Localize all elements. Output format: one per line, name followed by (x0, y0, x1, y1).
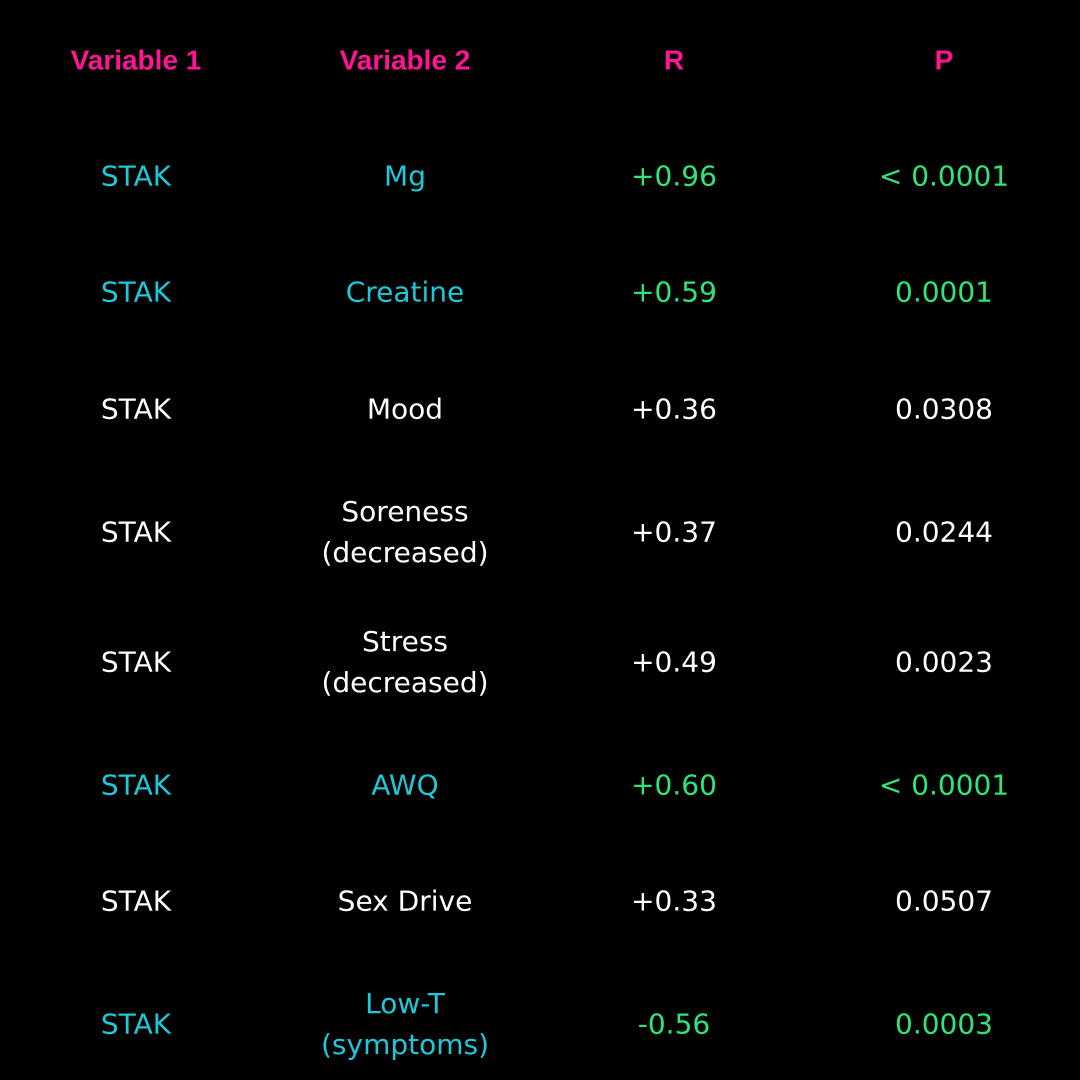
cell-variable-2: Low-T (symptoms) (320, 987, 490, 1061)
cell-r: +0.96 (631, 159, 717, 193)
cell-p: < 0.0001 (878, 159, 1010, 193)
cell-variable-1: STAK (100, 159, 172, 193)
header-variable-2: Variable 2 (339, 44, 471, 76)
cell-variable-2: Creatine (345, 275, 465, 309)
cell-variable-1: STAK (100, 275, 172, 309)
cell-variable-2: Soreness (decreased) (321, 495, 489, 569)
cell-variable-1: STAK (100, 884, 172, 918)
cell-p: 0.0308 (895, 392, 993, 426)
cell-p: < 0.0001 (878, 768, 1010, 802)
cell-variable-2: Mood (366, 392, 444, 426)
cell-p: 0.0507 (895, 884, 993, 918)
cell-r: +0.36 (631, 392, 717, 426)
cell-r: -0.56 (637, 1007, 711, 1041)
cell-variable-1: STAK (100, 515, 172, 549)
cell-variable-1: STAK (100, 392, 172, 426)
cell-variable-1: STAK (100, 1007, 172, 1041)
cell-r: +0.60 (631, 768, 717, 802)
header-variable-1: Variable 1 (70, 44, 202, 76)
cell-p: 0.0003 (895, 1007, 993, 1041)
cell-r: +0.33 (631, 884, 717, 918)
header-p: P (934, 44, 954, 76)
cell-p: 0.0023 (895, 645, 993, 679)
cell-p: 0.0244 (895, 515, 993, 549)
cell-variable-2: Sex Drive (337, 884, 473, 918)
cell-r: +0.49 (631, 645, 717, 679)
cell-variable-2: Stress (decreased) (321, 625, 489, 699)
cell-p: 0.0001 (895, 275, 993, 309)
header-r: R (663, 44, 685, 76)
cell-variable-1: STAK (100, 768, 172, 802)
cell-r: +0.59 (631, 275, 717, 309)
cell-r: +0.37 (631, 515, 717, 549)
cell-variable-2: Mg (384, 159, 426, 193)
cell-variable-2: AWQ (371, 768, 439, 802)
cell-variable-1: STAK (100, 645, 172, 679)
